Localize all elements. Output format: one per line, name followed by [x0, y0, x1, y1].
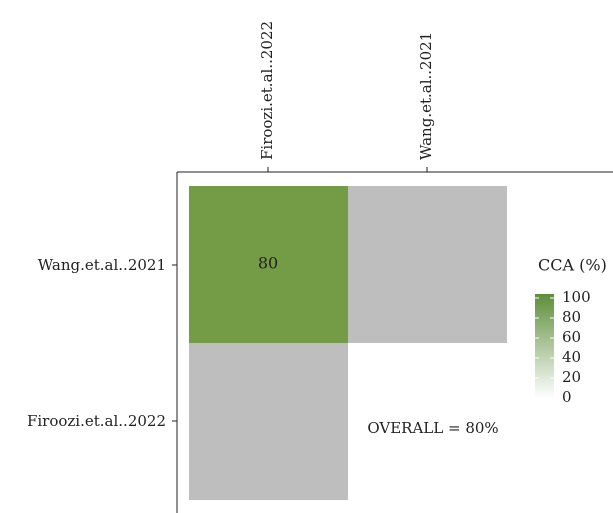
heatmap-cell-missing [189, 343, 348, 500]
legend-title: CCA (%) [538, 256, 607, 275]
x-tick-label: Wang.et.al..2021 [417, 32, 435, 160]
heatmap-cells [189, 186, 507, 500]
legend-tick-label: 80 [562, 308, 581, 326]
legend-ticks: 100 80 60 40 20 0 [535, 288, 591, 406]
legend-tick-label: 20 [562, 368, 581, 386]
legend-tick-label: 60 [562, 328, 581, 346]
legend-tick-label: 0 [562, 388, 572, 406]
y-tick-label: Wang.et.al..2021 [38, 256, 166, 274]
y-tick-label: Firoozi.et.al..2022 [27, 412, 166, 430]
heatmap-cell [189, 186, 348, 343]
legend-tick-label: 40 [562, 348, 581, 366]
legend-tick-label: 100 [562, 288, 591, 306]
legend-colorbar [535, 294, 554, 398]
overall-annotation: OVERALL = 80% [367, 419, 498, 437]
x-tick-label: Firoozi.et.al..2022 [258, 21, 276, 160]
cell-value-label: 80 [258, 254, 278, 273]
color-legend: CCA (%) 100 80 60 40 20 0 [535, 256, 607, 406]
heatmap-cell-missing [348, 186, 507, 343]
